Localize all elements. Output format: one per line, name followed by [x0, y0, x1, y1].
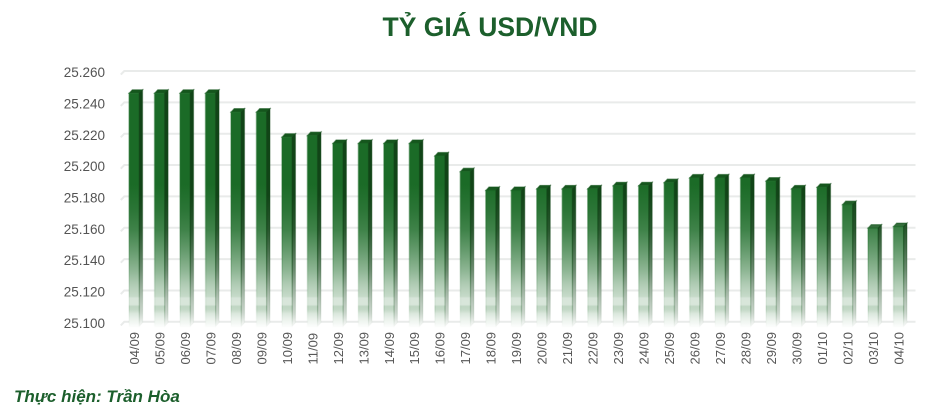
svg-text:11/09: 11/09 [305, 333, 320, 365]
svg-text:21/09: 21/09 [560, 332, 575, 365]
svg-text:01/10: 01/10 [815, 332, 830, 365]
svg-text:05/09: 05/09 [152, 332, 167, 365]
svg-text:25.120: 25.120 [64, 285, 105, 300]
svg-text:TỶ GIÁ USD/VND: TỶ GIÁ USD/VND [383, 12, 598, 42]
svg-text:02/10: 02/10 [840, 332, 855, 365]
svg-text:14/09: 14/09 [382, 332, 397, 365]
svg-text:15/09: 15/09 [407, 332, 422, 365]
svg-text:25.200: 25.200 [64, 159, 105, 174]
svg-text:25.260: 25.260 [64, 65, 105, 80]
svg-text:27/09: 27/09 [713, 332, 728, 365]
svg-text:29/09: 29/09 [764, 332, 779, 365]
svg-text:17/09: 17/09 [458, 332, 473, 365]
svg-text:04/10: 04/10 [891, 332, 906, 365]
svg-text:20/09: 20/09 [535, 332, 550, 365]
svg-text:06/09: 06/09 [178, 332, 193, 365]
svg-text:25.140: 25.140 [64, 253, 105, 268]
svg-text:25.240: 25.240 [64, 96, 105, 111]
svg-text:Thực hiện: Trần Hòa: Thực hiện: Trần Hòa [14, 387, 180, 406]
svg-text:12/09: 12/09 [331, 332, 346, 365]
svg-text:24/09: 24/09 [637, 332, 652, 365]
svg-text:07/09: 07/09 [203, 332, 218, 365]
svg-text:04/09: 04/09 [127, 332, 142, 365]
svg-text:26/09: 26/09 [688, 332, 703, 365]
svg-text:09/09: 09/09 [254, 332, 269, 365]
svg-text:25.100: 25.100 [64, 316, 105, 331]
svg-text:30/09: 30/09 [789, 332, 804, 365]
svg-text:25/09: 25/09 [662, 332, 677, 365]
svg-text:28/09: 28/09 [738, 332, 753, 365]
svg-text:19/09: 19/09 [509, 332, 524, 365]
svg-text:10/09: 10/09 [280, 332, 295, 365]
svg-text:25.160: 25.160 [64, 222, 105, 237]
svg-text:23/09: 23/09 [611, 332, 626, 365]
svg-text:08/09: 08/09 [229, 332, 244, 365]
svg-text:22/09: 22/09 [586, 332, 601, 365]
svg-text:13/09: 13/09 [356, 332, 371, 365]
svg-text:18/09: 18/09 [484, 332, 499, 365]
svg-text:25.220: 25.220 [64, 128, 105, 143]
svg-text:25.180: 25.180 [64, 191, 105, 206]
svg-text:03/10: 03/10 [866, 332, 881, 365]
svg-text:16/09: 16/09 [433, 332, 448, 365]
